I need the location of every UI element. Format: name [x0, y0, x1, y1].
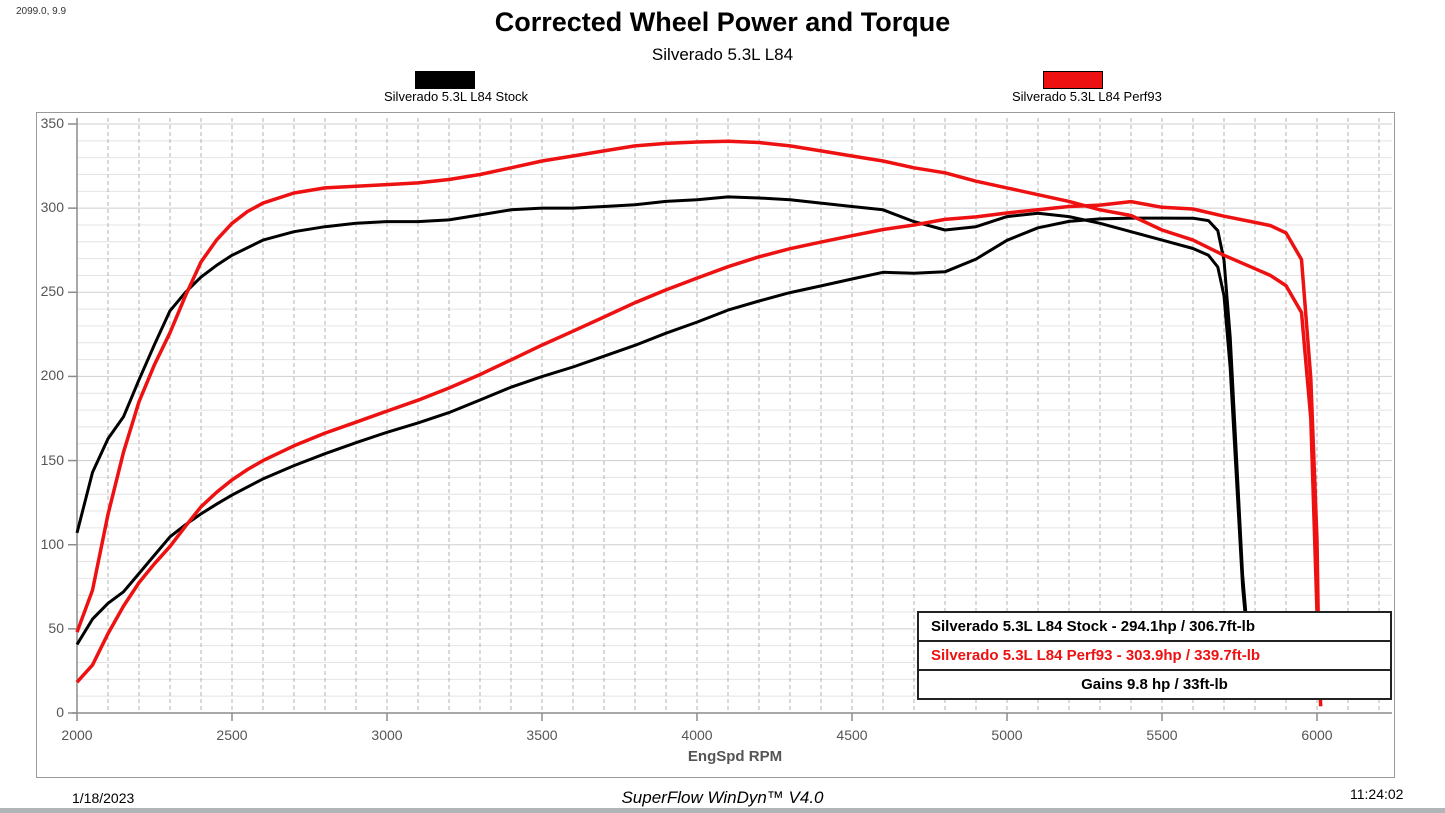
results-row-stock: Silverado 5.3L L84 Stock - 294.1hp / 306… — [931, 618, 1256, 635]
window-bottom-edge — [0, 808, 1445, 813]
x-tick-label: 5000 — [991, 727, 1023, 743]
x-tick-label: 4000 — [681, 727, 713, 743]
x-tick-label: 5500 — [1146, 727, 1178, 743]
x-tick-label: 2000 — [61, 727, 93, 743]
page-title: Corrected Wheel Power and Torque — [494, 7, 951, 37]
legend-perf93: Silverado 5.3L L84 Perf93 — [1012, 71, 1162, 104]
y-tick-label: 250 — [40, 283, 64, 300]
y-tick-label: 150 — [40, 451, 64, 468]
run-meta-text: 2099.0, 9.9 — [16, 6, 67, 17]
results-row-perf93: Silverado 5.3L L84 Perf93 - 303.9hp / 33… — [919, 640, 1390, 669]
y-tick-label: 0 — [56, 704, 64, 720]
x-tick-label: 2500 — [216, 727, 248, 743]
x-tick-label: 3500 — [526, 727, 558, 743]
legend-stock-label: Silverado 5.3L L84 Stock — [384, 89, 529, 104]
results-row-gains: Gains 9.8 hp / 33ft-lb — [919, 669, 1390, 698]
y-tick-label: 100 — [40, 535, 64, 552]
y-tick-label: 200 — [40, 367, 64, 384]
x-tick-label: 6000 — [1301, 727, 1333, 743]
page-subtitle: Silverado 5.3L L84 — [651, 45, 794, 64]
legend-perf93-swatch — [1043, 71, 1103, 89]
legend-stock-swatch — [415, 71, 475, 89]
y-tick-label: 350 — [40, 114, 64, 131]
legend-stock: Silverado 5.3L L84 Stock — [384, 71, 528, 104]
x-tick-label: 3000 — [371, 727, 403, 743]
curve-perf93-torque-ft-lb- — [75, 139, 1323, 707]
curve-stock-torque-ft-lb- — [75, 195, 1248, 621]
results-box: Silverado 5.3L L84 Stock - 294.1hp / 306… — [917, 611, 1392, 700]
y-tick-label: 300 — [40, 199, 64, 216]
x-axis-label: EngSpd RPM — [687, 748, 783, 765]
curve-stock-power-hp- — [75, 216, 1248, 646]
footer-software-name: SuperFlow WinDyn™ V4.0 — [621, 788, 824, 807]
footer-date: 1/18/2023 — [72, 790, 135, 806]
y-tick-label: 50 — [48, 619, 64, 636]
footer-time: 11:24:02 — [1350, 786, 1404, 802]
x-tick-label: 4500 — [836, 727, 868, 743]
legend-perf93-label: Silverado 5.3L L84 Perf93 — [1012, 89, 1162, 104]
curve-perf93-power-hp- — [75, 199, 1322, 697]
